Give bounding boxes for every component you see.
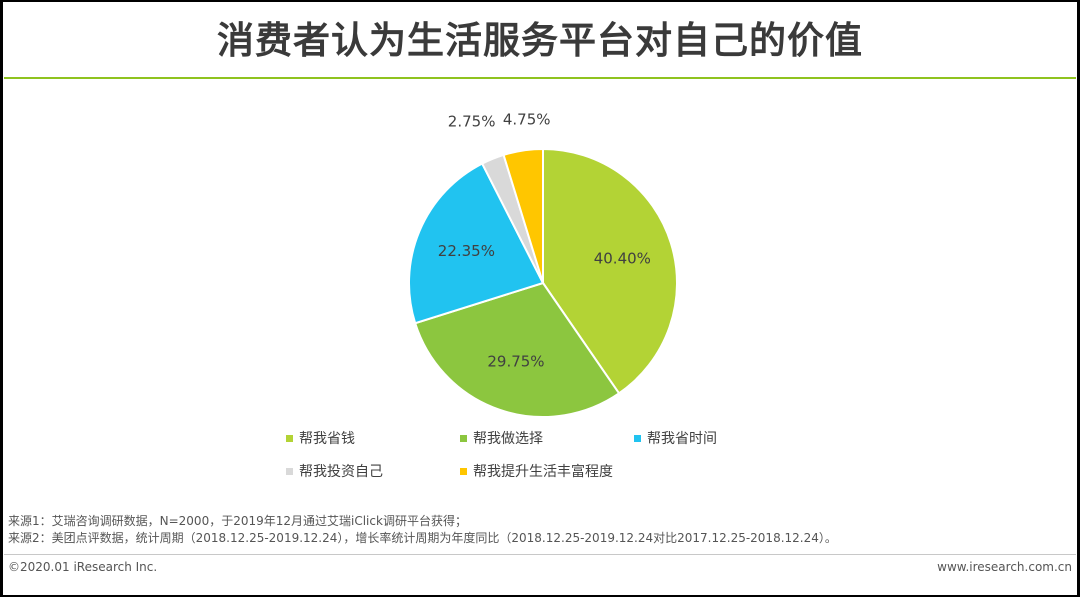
data-label: 4.75% — [503, 110, 551, 128]
legend-swatch — [286, 467, 293, 475]
legend-swatch — [460, 467, 467, 475]
legend-item-help-choose: 帮我做选择 — [460, 428, 543, 448]
data-label: 40.40% — [594, 249, 651, 267]
legend-item-save-time: 帮我省时间 — [634, 428, 717, 448]
slice-save-money — [542, 147, 678, 395]
legend-swatch — [286, 434, 293, 442]
footer-divider — [4, 554, 1076, 555]
data-label: 29.75% — [487, 353, 544, 371]
legend-label: 帮我投资自己 — [299, 464, 383, 480]
source-note-2: 来源2：美团点评数据，统计周期（2018.12.25-2019.12.24），增… — [8, 531, 837, 545]
border-right — [1077, 0, 1080, 597]
slice-enrich-life — [502, 147, 544, 284]
legend-item-save-money: 帮我省钱 — [286, 428, 355, 448]
border-left — [0, 0, 3, 597]
legend-label: 帮我省钱 — [299, 431, 355, 447]
legend-label: 帮我省时间 — [647, 431, 717, 447]
legend-label: 帮我做选择 — [473, 431, 543, 447]
legend-swatch — [634, 434, 641, 442]
source-note-1: 来源1：艾瑞咨询调研数据，N=2000，于2019年12月通过艾瑞iClick调… — [8, 514, 467, 528]
slice-help-choose — [413, 281, 621, 418]
website-link[interactable]: www.iresearch.com.cn — [937, 560, 1072, 574]
copyright-text: ©2020.01 iResearch Inc. — [8, 560, 158, 574]
border-bottom — [0, 595, 1080, 597]
border-top — [0, 0, 1080, 2]
legend-swatch — [460, 434, 467, 442]
chart-title: 消费者认为生活服务平台对自己的价值 — [217, 19, 863, 62]
legend-label: 帮我提升生活丰富程度 — [473, 464, 613, 480]
data-label: 2.75% — [448, 112, 496, 130]
legend-item-invest-self: 帮我投资自己 — [286, 461, 383, 481]
legend-item-enrich-life: 帮我提升生活丰富程度 — [460, 461, 613, 481]
data-label: 22.35% — [438, 242, 495, 260]
slice-save-time — [408, 162, 545, 325]
title-divider — [4, 77, 1076, 79]
